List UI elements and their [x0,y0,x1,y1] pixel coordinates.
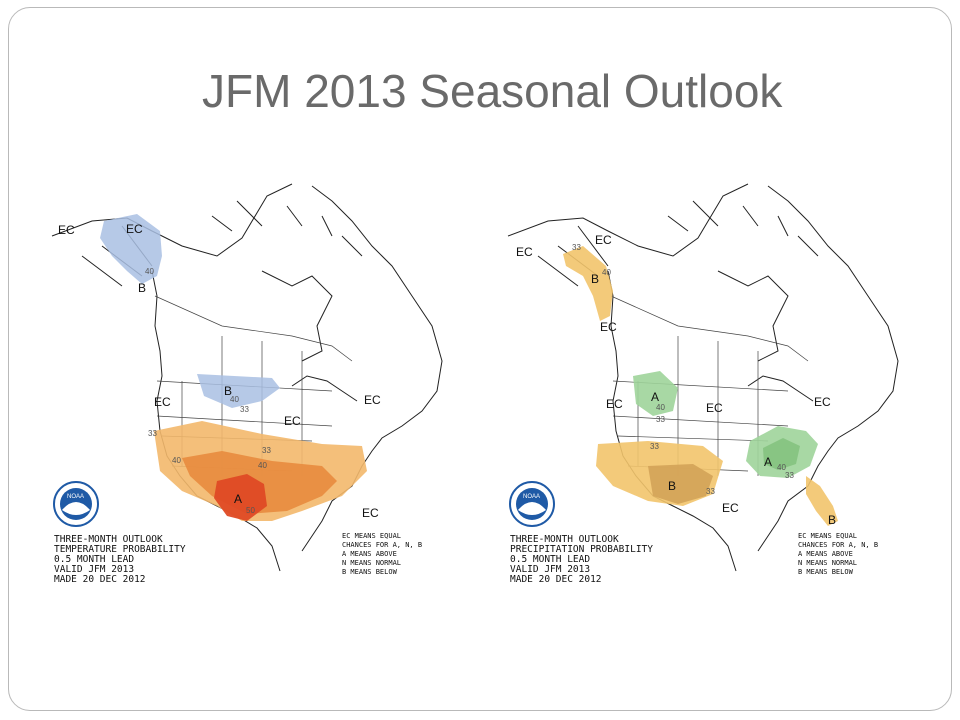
region-above-north [633,371,678,416]
label-ec: EC [284,414,301,428]
region-above-50 [214,474,267,521]
caption-line: MADE 20 DEC 2012 [510,574,602,585]
label-b: B [668,479,676,493]
contour-40: 40 [230,395,239,404]
contour-33: 33 [572,243,581,252]
region-below-north [197,374,280,408]
contour-40: 40 [145,267,154,276]
contour-40: 40 [172,456,181,465]
contour-33: 33 [262,446,271,455]
legend-line: CHANCES FOR A, N, B [798,541,878,549]
label-a: A [651,390,659,404]
legend-line: N MEANS NORMAL [342,559,401,567]
label-ec: EC [154,395,171,409]
legend-line: A MEANS ABOVE [342,550,397,558]
region-below-alaska [100,214,162,284]
label-b: B [224,384,232,398]
slide-title: JFM 2013 Seasonal Outlook [202,65,783,117]
contour-33: 33 [650,442,659,451]
legend-line: EC MEANS EQUAL [342,532,401,540]
svg-text:NOAA: NOAA [523,494,540,500]
contour-40: 40 [777,463,786,472]
caption-line: TEMPERATURE PROBABILITY [54,544,186,555]
label-ec: EC [516,245,533,259]
label-ec: EC [600,320,617,334]
caption-line: VALID JFM 2013 [54,564,134,575]
legend-line: B MEANS BELOW [342,568,398,576]
contour-33: 33 [240,405,249,414]
legend-line: CHANCES FOR A, N, B [342,541,422,549]
contour-33: 33 [785,471,794,480]
label-a: A [234,492,242,506]
label-b: B [828,513,836,527]
noaa-logo-icon: NOAA [509,481,555,527]
svg-text:NOAA: NOAA [67,494,84,500]
legend-line: EC MEANS EQUAL [798,532,857,540]
caption-line: 0.5 MONTH LEAD [510,554,590,565]
caption-line: VALID JFM 2013 [510,564,590,575]
label-b: B [591,272,599,286]
region-below-alaska [563,246,613,321]
contour-33: 33 [148,429,157,438]
caption-line: THREE-MONTH OUTLOOK [510,534,619,545]
contour-40: 40 [258,461,267,470]
noaa-logo-icon: NOAA [53,481,99,527]
region-below-sw-40 [648,464,713,504]
label-ec: EC [126,222,143,236]
contour-40: 40 [656,403,665,412]
caption-line: 0.5 MONTH LEAD [54,554,134,565]
contour-33: 33 [706,487,715,496]
legend-line: A MEANS ABOVE [798,550,853,558]
contour-50: 50 [246,506,255,515]
label-ec: EC [364,393,381,407]
label-ec: EC [814,395,831,409]
region-below-florida [806,476,838,526]
label-a: A [764,455,772,469]
caption-line: THREE-MONTH OUTLOOK [54,534,163,545]
legend-line: B MEANS BELOW [798,568,854,576]
contour-40: 40 [602,268,611,277]
temperature-outlook-map: EC EC B 40 B 40 33 EC EC EC EC 33 33 40 … [32,176,450,586]
label-ec: EC [595,233,612,247]
label-ec: EC [58,223,75,237]
label-ec: EC [362,506,379,520]
caption-line: PRECIPITATION PROBABILITY [510,544,653,555]
label-ec: EC [606,397,623,411]
precipitation-outlook-map: EC EC B 33 40 EC A 40 33 EC EC EC A 40 3… [488,176,906,586]
label-b: B [138,281,146,295]
contour-33: 33 [656,415,665,424]
label-ec: EC [722,501,739,515]
caption-line: MADE 20 DEC 2012 [54,574,146,585]
region-above-southeast-40 [763,438,800,470]
legend-line: N MEANS NORMAL [798,559,857,567]
label-ec: EC [706,401,723,415]
